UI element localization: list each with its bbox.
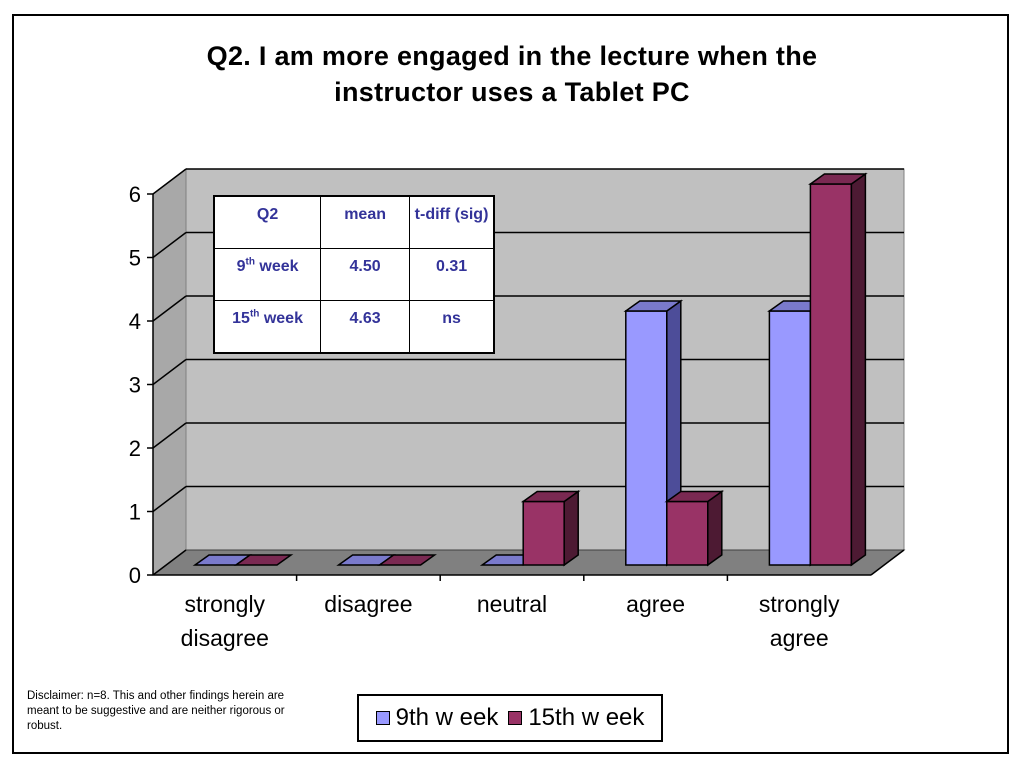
stats-row-label: 9th week (215, 247, 322, 302)
bar-15th-week (664, 490, 725, 567)
chart-title-line-1: Q2. I am more engaged in the lecture whe… (206, 41, 818, 71)
bar-top (664, 490, 725, 503)
stats-table-row: 9th week 4.50 0.31 (215, 247, 493, 302)
bar-side (850, 172, 867, 567)
bar-front (522, 500, 565, 566)
chart-title-line-2: instructor uses a Tablet PC (334, 77, 690, 107)
bar-side (707, 490, 723, 567)
stats-row-tdiff: 0.31 (409, 247, 493, 302)
bar-15th-week (233, 554, 294, 566)
legend-label-9th-week: 9th w eek (395, 704, 499, 731)
bar-15th-week (520, 490, 581, 567)
x-category-label: agree (770, 625, 829, 651)
stats-table-header-row: Q2 mean t-diff (sig) (215, 197, 493, 249)
stats-row-mean: 4.50 (320, 247, 411, 302)
x-category-label: disagree (324, 591, 412, 617)
chart-title: Q2. I am more engaged in the lecture whe… (0, 38, 1024, 110)
stats-row-label: 15th week (215, 300, 322, 352)
gridline-depth (152, 358, 187, 386)
disclaimer-text: Disclaimer: n=8. This and other findings… (27, 690, 285, 732)
bar-front (666, 500, 709, 566)
x-category-label: neutral (477, 591, 547, 617)
legend-item-9th-week: 9th w eek (375, 704, 499, 732)
stats-header-q2: Q2 (215, 197, 322, 249)
x-category-label: strongly (185, 591, 266, 617)
stats-table: Q2 mean t-diff (sig) 9th week 4.50 0.31 … (213, 195, 495, 354)
gridline-depth (152, 485, 187, 513)
gridline-depth (152, 549, 187, 576)
bar-front (625, 310, 668, 566)
bar-top (520, 490, 581, 503)
y-tick-label: 6 (129, 182, 141, 207)
stats-row-mean: 4.63 (320, 300, 411, 352)
gridline-depth (152, 422, 187, 449)
x-axis-depth (870, 549, 905, 576)
bar-15th-week (808, 172, 868, 567)
stats-row-tdiff: ns (409, 300, 493, 352)
bar-top (377, 554, 437, 566)
legend-item-15th-week: 15th w eek (508, 704, 644, 732)
legend-label-15th-week: 15th w eek (528, 704, 645, 731)
x-category-label: strongly (759, 591, 840, 617)
bar-15th-week (377, 554, 437, 566)
chart-legend: 9th w eek 15th w eek (357, 694, 663, 742)
bar-side (563, 490, 579, 567)
stats-table-row: 15th week 4.63 ns (215, 300, 493, 352)
x-category-label: agree (626, 591, 685, 617)
bar-front (809, 183, 853, 566)
x-category-label: disagree (181, 625, 269, 651)
bar-top (233, 554, 294, 566)
bar-front (768, 310, 812, 566)
bar-top (623, 300, 684, 312)
legend-swatch-9th-week (375, 711, 390, 725)
y-tick-label: 4 (129, 309, 141, 334)
gridline-depth (152, 168, 187, 195)
y-tick-label: 5 (129, 246, 141, 271)
y-tick-label: 0 (129, 563, 141, 588)
legend-swatch-15th-week (508, 711, 523, 725)
gridline-depth (152, 295, 187, 322)
stats-header-tdiff: t-diff (sig) (409, 197, 493, 249)
y-tick-label: 3 (129, 373, 141, 398)
stats-header-mean: mean (320, 197, 411, 249)
y-tick-label: 2 (129, 436, 141, 461)
bar-top (808, 173, 868, 185)
y-tick-label: 1 (129, 500, 141, 525)
gridline-depth (152, 231, 187, 259)
